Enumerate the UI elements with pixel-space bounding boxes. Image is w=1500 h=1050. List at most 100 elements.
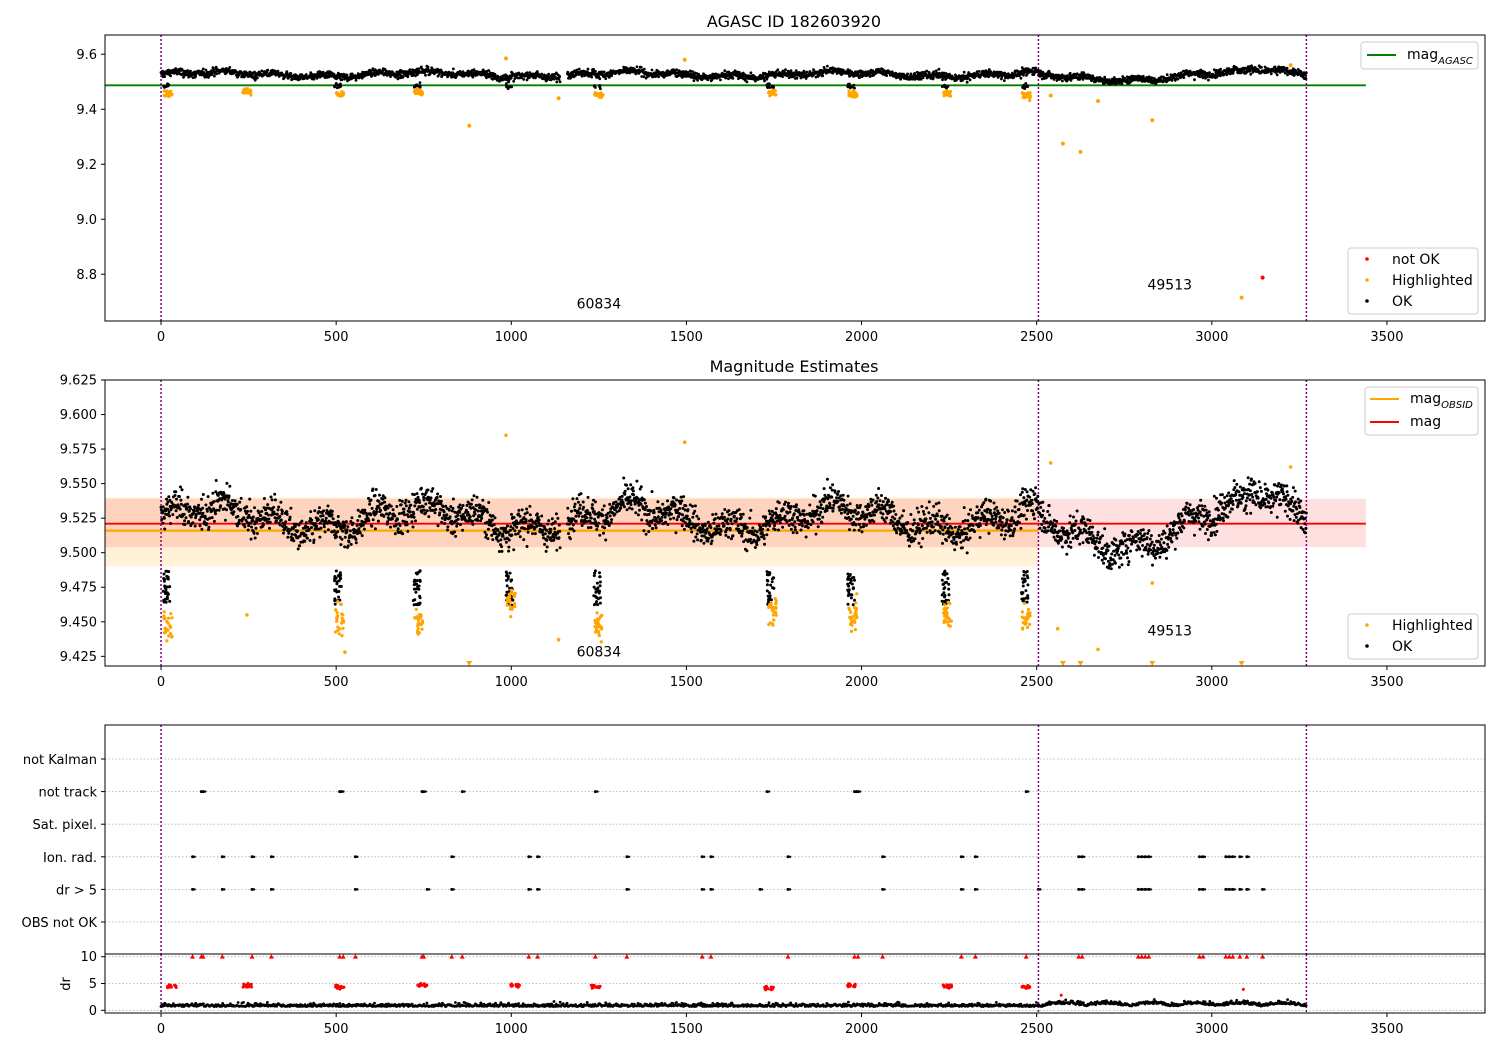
ok-point <box>647 512 651 516</box>
ok-point <box>826 64 829 68</box>
ok-point <box>470 498 474 502</box>
legend-label: Highlighted <box>1392 273 1473 289</box>
ok-point <box>590 75 594 79</box>
ok-point <box>249 537 253 541</box>
ok-point <box>476 519 480 522</box>
ok-point <box>371 487 375 491</box>
highlighted-point <box>339 93 343 97</box>
ok-point <box>199 515 203 519</box>
ok-point <box>362 527 366 531</box>
ok-point <box>719 529 723 533</box>
ok-point <box>416 495 420 499</box>
ok-point <box>653 523 657 527</box>
ok-point <box>378 493 381 497</box>
ok-point <box>383 496 387 500</box>
ok-point <box>292 539 296 543</box>
ok-point <box>639 485 643 489</box>
ok-point <box>373 494 377 497</box>
ok-point <box>408 510 412 514</box>
highlighted-point <box>467 123 472 128</box>
ok-point <box>558 80 562 84</box>
ok-point <box>440 520 444 524</box>
ok-point <box>266 68 270 72</box>
ok-point <box>369 498 373 502</box>
ok-point <box>726 522 730 526</box>
ok-point <box>518 529 522 533</box>
ok-point <box>633 502 637 506</box>
ok-point <box>965 80 969 84</box>
ok-point <box>456 522 459 526</box>
ok-point <box>232 510 236 514</box>
ok-point <box>250 525 253 529</box>
ok-point <box>268 526 271 530</box>
ok-point <box>418 81 422 84</box>
ok-point <box>496 539 500 543</box>
ok-point <box>225 508 228 512</box>
ok-point <box>261 523 265 527</box>
highlighted-point <box>852 93 857 98</box>
ok-point <box>486 527 490 531</box>
ok-point <box>167 83 171 87</box>
ok-point <box>335 535 338 538</box>
ok-point <box>251 519 255 523</box>
highlighted-point <box>246 91 250 95</box>
ok-point <box>595 528 599 531</box>
ok-point <box>344 520 348 524</box>
ok-point <box>396 517 399 521</box>
ok-point <box>318 506 321 510</box>
ok-point <box>413 504 417 508</box>
ok-point <box>242 516 246 520</box>
ok-point <box>710 539 714 543</box>
ok-point <box>175 497 178 501</box>
ok-point <box>184 516 188 520</box>
ok-point <box>294 522 298 526</box>
ok-point <box>525 507 529 511</box>
ok-point <box>440 516 444 520</box>
ok-point <box>412 512 416 516</box>
ok-point <box>837 67 840 71</box>
ok-point <box>524 74 527 78</box>
ok-point <box>323 530 327 534</box>
ok-point <box>525 545 529 548</box>
ok-point <box>233 499 237 503</box>
ok-point <box>649 509 653 513</box>
ok-point <box>276 69 280 73</box>
ok-point <box>574 519 578 523</box>
ok-point <box>771 85 775 88</box>
highlighted-point <box>1024 92 1028 96</box>
ok-point <box>290 532 294 536</box>
ok-point <box>822 66 826 69</box>
ok-point <box>851 85 854 89</box>
ok-point <box>941 78 944 82</box>
ok-point <box>568 537 572 541</box>
ok-point <box>635 65 639 69</box>
ok-point <box>589 526 593 529</box>
ok-point <box>436 524 440 528</box>
ok-point <box>642 529 646 533</box>
ok-point <box>679 495 683 499</box>
ok-point <box>725 526 729 530</box>
ok-point <box>610 74 613 78</box>
ok-point <box>191 521 195 525</box>
ok-point <box>680 499 684 503</box>
ok-point <box>692 539 696 543</box>
ok-point <box>835 72 839 75</box>
ok-point <box>331 517 335 521</box>
ok-point <box>639 66 643 69</box>
ok-point <box>373 527 377 531</box>
ok-point <box>405 520 409 524</box>
ok-point <box>407 515 410 519</box>
ok-point <box>696 522 700 526</box>
ok-point <box>586 526 590 530</box>
ok-point <box>890 70 894 74</box>
ok-point <box>324 516 328 520</box>
ok-point <box>1065 74 1069 77</box>
ok-point <box>579 511 583 515</box>
ok-point <box>439 495 442 498</box>
ok-point <box>650 490 654 494</box>
ok-point <box>593 500 597 504</box>
ok-point <box>198 524 202 528</box>
ok-point <box>481 498 485 502</box>
highlighted-point <box>1060 141 1065 146</box>
legend-marker <box>1365 257 1369 261</box>
